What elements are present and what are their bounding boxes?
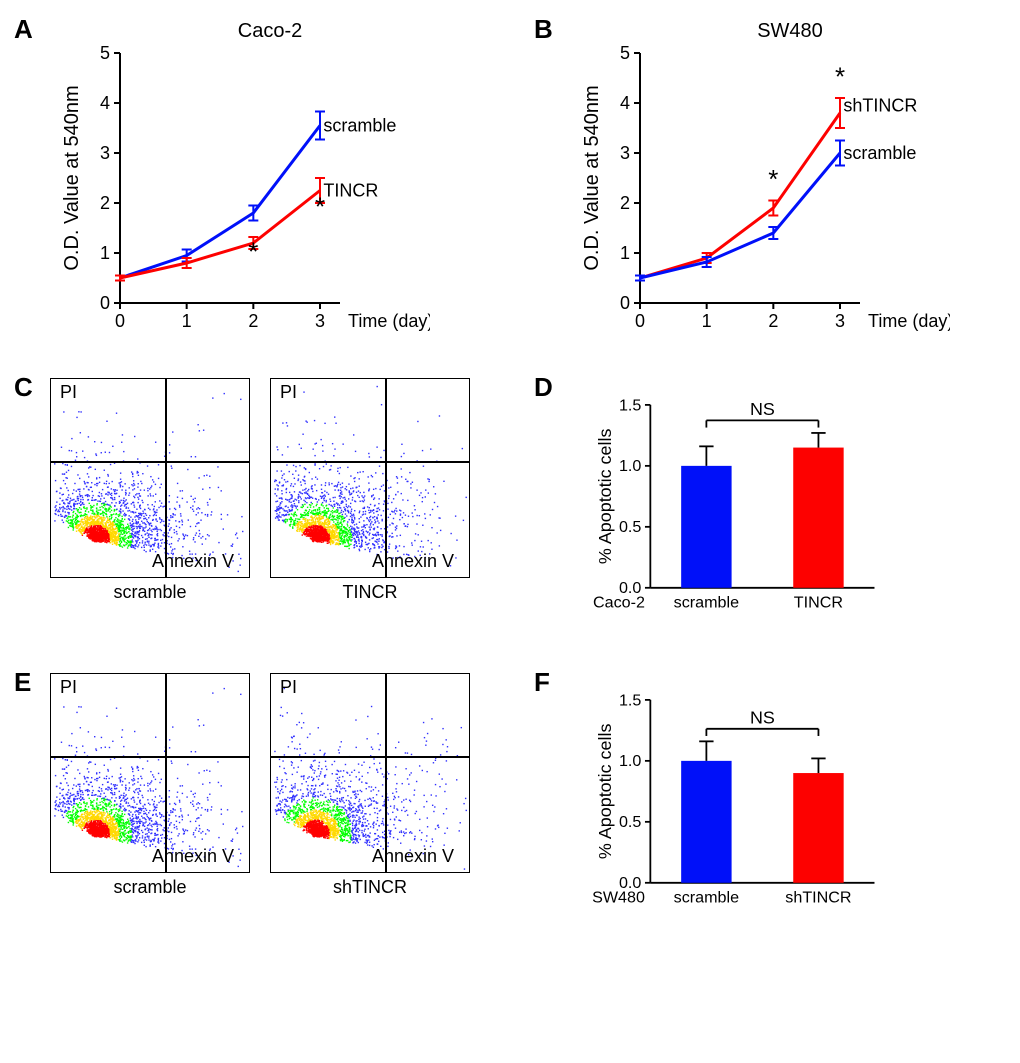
panel-label-f: F [534,667,550,698]
panel-a-chart: 0 1 2 3 4 5 0 1 2 3 O.D. Value at 540nm Time (day) s… [60,43,430,343]
svg-text:Time (day): Time (day) [868,311,950,331]
svg-text:5: 5 [100,43,110,63]
svg-text:0: 0 [100,293,110,313]
svg-text:TINCR: TINCR [323,181,378,201]
flow-plot: PI Annexin V [270,378,470,578]
svg-text:1: 1 [100,243,110,263]
flow-plot: PI Annexin V [270,673,470,873]
flow-annexin-label: Annexin V [372,846,454,867]
svg-text:O.D. Value at 540nm: O.D. Value at 540nm [581,85,603,270]
panel-f: F 0.00.51.01.5% Apoptotic cellsscrambles… [540,673,1000,938]
svg-text:2: 2 [768,311,778,331]
panel-e: E PIAnnexin VscramblePIAnnexin VshTINCR [20,673,480,938]
panel-b-title: SW480 [580,20,1000,43]
svg-text:1: 1 [182,311,192,331]
panel-label-a: A [14,14,33,45]
svg-text:4: 4 [620,93,630,113]
flow-annexin-label: Annexin V [372,551,454,572]
svg-text:1: 1 [702,311,712,331]
panel-label-d: D [534,372,553,403]
panel-c-flow-row: PI Annexin V scramble PI Annexin V TINCR [50,378,480,603]
svg-text:shTINCR: shTINCR [843,96,917,116]
svg-text:Time (day): Time (day) [348,311,430,331]
panel-b: B SW480 0123450123O.D. Value at 540nmTim… [540,20,1000,348]
flow-plot: PI Annexin V [50,378,250,578]
svg-text:1: 1 [620,243,630,263]
flow-annexin-label: Annexin V [152,846,234,867]
svg-text:*: * [315,192,325,222]
svg-text:0: 0 [115,311,125,331]
flow-annexin-label: Annexin V [152,551,234,572]
flow-pi-label: PI [280,677,297,698]
svg-text:scramble: scramble [323,116,396,136]
flow-pi-label: PI [60,677,77,698]
svg-text:*: * [768,164,778,194]
panel-c: C PIAnnexin VscramblePIAnnexin VTINCR [20,378,480,643]
svg-text:5: 5 [620,43,630,63]
panel-b-chart: 0 1 2 3 4 5 0 1 2 3 O.D. Value at 540nm Time (day) s… [580,43,950,343]
flow-plot: PI Annexin V [50,673,250,873]
svg-text:3: 3 [620,143,630,163]
panel-label-b: B [534,14,553,45]
svg-text:2: 2 [248,311,258,331]
flow-caption: scramble [50,582,250,603]
svg-text:*: * [835,62,845,92]
svg-text:0: 0 [620,293,630,313]
svg-text:0: 0 [635,311,645,331]
svg-text:3: 3 [100,143,110,163]
panel-a: A Caco-2 0123450123O.D. Value at 540nmTi… [20,20,480,348]
svg-text:3: 3 [315,311,325,331]
flow-pi-label: PI [280,382,297,403]
svg-text:3: 3 [835,311,845,331]
figure-grid: A Caco-2 0123450123O.D. Value at 540nmTi… [20,20,1000,938]
flow-caption: scramble [50,877,250,898]
panel-e-flow-row: PI Annexin V scramble PI Annexin V shTINCR [50,673,480,898]
flow-caption: shTINCR [270,877,470,898]
svg-text:scramble: scramble [843,143,916,163]
svg-text:O.D. Value at 540nm: O.D. Value at 540nm [61,85,83,270]
panel-label-c: C [14,372,33,403]
panel-d: D 0.00.51.01.5% Apoptotic cellsscrambleT… [540,378,1000,643]
panel-d-chart: 0.00.51.01.5% Apoptotic cellsscrambleTIN… [580,378,900,638]
panel-a-title: Caco-2 [60,20,480,43]
svg-text:2: 2 [620,193,630,213]
flow-pi-label: PI [60,382,77,403]
panel-label-e: E [14,667,31,698]
svg-text:4: 4 [100,93,110,113]
svg-text:*: * [248,237,258,267]
flow-caption: TINCR [270,582,470,603]
panel-f-chart: 0.00.51.01.5% Apoptotic cellsscrambleshT… [580,673,900,933]
svg-text:2: 2 [100,193,110,213]
